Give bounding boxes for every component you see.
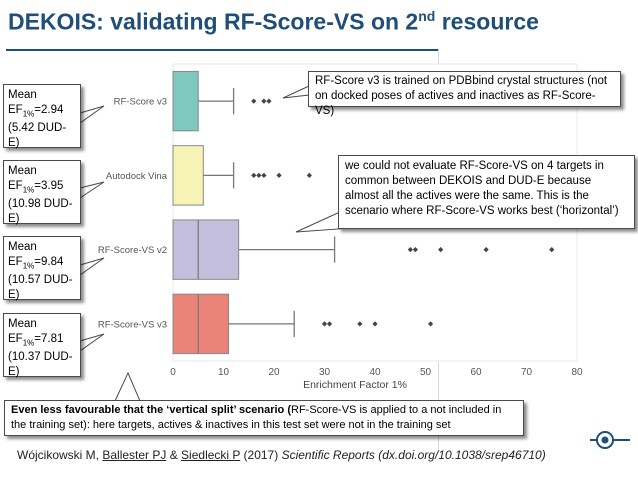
outlier-point bbox=[306, 172, 312, 178]
box bbox=[172, 219, 240, 280]
x-tick-label: 20 bbox=[268, 367, 280, 378]
x-tick-label: 60 bbox=[470, 367, 482, 378]
y-tick-label: RF-Score-VS v2 bbox=[98, 245, 167, 256]
title-rule bbox=[6, 49, 438, 51]
outlier-point bbox=[427, 321, 434, 327]
note-vertical-split: Even less favourable that the ‘vertical … bbox=[4, 400, 524, 436]
callout-pointer bbox=[79, 333, 105, 352]
callout-pointer bbox=[79, 257, 105, 276]
outlier-point bbox=[261, 172, 267, 178]
x-tick-label: 30 bbox=[319, 367, 331, 378]
note-rf-score-v3: RF-Score v3 is trained on PDBbind crysta… bbox=[308, 71, 621, 117]
box bbox=[172, 145, 204, 206]
slide-title: DEKOIS: validating RF-Score-VS on 2nd re… bbox=[8, 8, 539, 35]
outlier-point bbox=[357, 321, 363, 327]
x-tick-label: 0 bbox=[170, 367, 176, 378]
outlier-point bbox=[256, 172, 262, 178]
y-tick-label: RF-Score-VS v3 bbox=[98, 319, 167, 330]
outlier-point bbox=[549, 247, 555, 253]
outlier-point bbox=[326, 321, 333, 327]
y-tick-label: RF-Score v3 bbox=[114, 97, 167, 108]
outlier-point bbox=[251, 98, 257, 104]
box-group: RF-Score-VS v3 bbox=[98, 293, 434, 355]
mean-callout-rf-score-vs-v2: Mean EF1%=9.84 (10.57 DUD-E) bbox=[3, 236, 81, 301]
mean-callout-rf-score-vs-v3: Mean EF1%=7.81 (10.37 DUD-E) bbox=[3, 313, 81, 378]
box-group: RF-Score v3 bbox=[114, 70, 272, 132]
slide-ornament-icon bbox=[590, 431, 630, 449]
outlier-point bbox=[407, 247, 413, 253]
y-tick-label: Autodock Vina bbox=[106, 171, 168, 182]
outlier-point bbox=[266, 98, 272, 104]
outlier-point bbox=[321, 321, 328, 327]
outlier-point bbox=[372, 321, 378, 327]
x-axis-label: Enrichment Factor 1% bbox=[303, 379, 407, 391]
outlier-point bbox=[483, 247, 489, 253]
outlier-point bbox=[438, 247, 444, 253]
x-tick-label: 50 bbox=[420, 367, 432, 378]
x-tick-label: 70 bbox=[521, 367, 533, 378]
callout-pointer bbox=[114, 371, 141, 402]
callout-pointer bbox=[79, 181, 105, 199]
box-group: Autodock Vina bbox=[106, 145, 312, 206]
outlier-point bbox=[251, 172, 257, 178]
x-tick-label: 40 bbox=[369, 367, 381, 378]
outlier-point bbox=[261, 98, 267, 104]
box-group: RF-Score-VS v2 bbox=[98, 219, 555, 280]
outlier-point bbox=[412, 247, 418, 253]
callout-pointer bbox=[79, 105, 105, 124]
box bbox=[172, 293, 230, 355]
mean-callout-rf-score-v3: Mean EF1%=2.94 (5.42 DUD-E) bbox=[3, 84, 81, 149]
box bbox=[172, 70, 199, 132]
outlier-point bbox=[276, 172, 282, 178]
note-horizontal-scenario: we could not evaluate RF-Score-VS on 4 t… bbox=[338, 155, 635, 229]
mean-callout-autodock-vina: Mean EF1%=3.95 (10.98 DUD-E) bbox=[3, 160, 81, 225]
citation: Wójcikowski M, Ballester PJ & Siedlecki … bbox=[17, 448, 546, 462]
x-tick-label: 10 bbox=[218, 367, 230, 378]
x-tick-label: 80 bbox=[571, 367, 583, 378]
